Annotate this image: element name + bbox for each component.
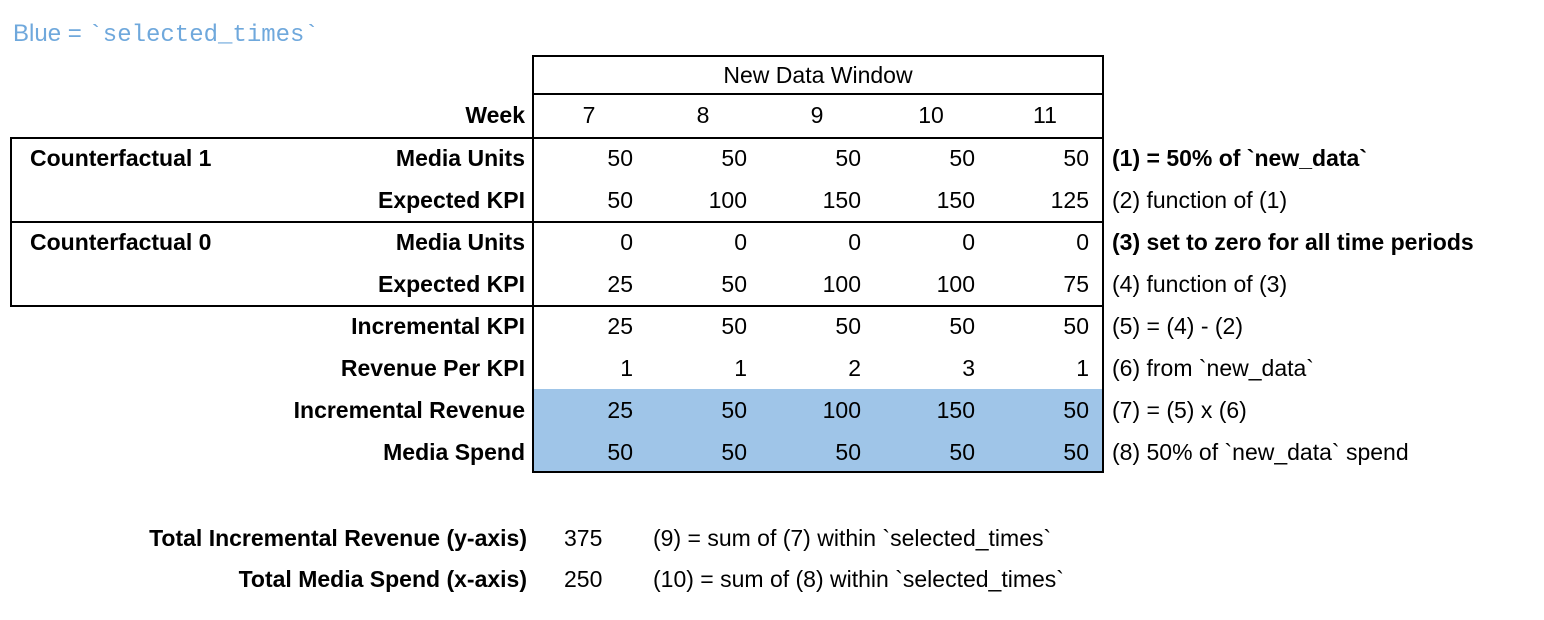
table-cell: 50	[949, 145, 975, 171]
table-cell: 0	[734, 229, 747, 255]
table-cell: 150	[936, 397, 975, 423]
row-label: Media Units	[395, 145, 525, 171]
table-row: 25 50 100 100 75	[532, 263, 1102, 305]
table-cell: 75	[1063, 271, 1089, 297]
total-media-spend-value: 250	[564, 566, 603, 592]
row-annotation: (1) = 50% of `new_data`	[1112, 145, 1367, 171]
line-counterfactual-divider	[10, 221, 1104, 223]
table-cell: 50	[607, 145, 633, 171]
table-cell: 100	[708, 187, 747, 213]
table-cell: 0	[848, 229, 861, 255]
row-label: Media Units	[395, 229, 525, 255]
line-below-week-row	[10, 137, 1104, 139]
table-cell: 50	[721, 313, 747, 339]
table-cell: 50	[721, 397, 747, 423]
table-cell: 50	[835, 145, 861, 171]
table-cell: 100	[822, 397, 861, 423]
data-area-right-border	[1102, 55, 1104, 473]
week-number: 7	[582, 102, 596, 128]
table-row: 25 50 50 50 50	[532, 305, 1102, 347]
table-cell: 50	[835, 313, 861, 339]
label-box-left-border	[10, 137, 12, 307]
week-number: 10	[918, 102, 944, 128]
total-incremental-revenue-value: 375	[564, 525, 603, 551]
row-annotation: (6) from `new_data`	[1112, 355, 1314, 381]
selected-times-highlight	[534, 389, 1102, 471]
row-label: Expected KPI	[378, 271, 525, 297]
table-cell: 25	[607, 397, 633, 423]
table-cell: 50	[1063, 439, 1089, 465]
table-cell: 100	[822, 271, 861, 297]
week-number: 11	[1033, 102, 1057, 128]
week-row-label: Week	[465, 102, 525, 128]
row-label: Expected KPI	[378, 187, 525, 213]
table-border-bottom	[532, 471, 1104, 473]
table-cell: 100	[936, 271, 975, 297]
line-below-window-header	[532, 93, 1104, 95]
data-area-left-border	[532, 55, 534, 473]
total-incremental-revenue-annotation: (9) = sum of (7) within `selected_times`	[653, 525, 1052, 551]
total-media-spend-label: Total Media Spend (x-axis)	[238, 566, 527, 592]
table-cell: 2	[848, 355, 861, 381]
table-cell: 25	[607, 313, 633, 339]
table-cell: 50	[1063, 397, 1089, 423]
table-cell: 125	[1050, 187, 1089, 213]
table-border-top	[532, 55, 1104, 57]
table-cell: 50	[1063, 145, 1089, 171]
legend-note-code: `selected_times`	[88, 22, 319, 49]
row-annotation: (5) = (4) - (2)	[1112, 313, 1243, 339]
line-below-counterfactual-0	[10, 305, 1104, 307]
week-number-row: 7 8 9 10 11	[532, 93, 1102, 137]
row-annotation: (8) 50% of `new_data` spend	[1112, 439, 1409, 465]
table-cell: 0	[620, 229, 633, 255]
total-incremental-revenue-label: Total Incremental Revenue (y-axis)	[149, 525, 527, 551]
legend-note-label: Blue =	[13, 20, 82, 47]
table-cell: 3	[962, 355, 975, 381]
row-label: Revenue Per KPI	[340, 355, 525, 381]
row-annotation: (3) set to zero for all time periods	[1112, 229, 1474, 255]
table-cell: 50	[1063, 313, 1089, 339]
table-cell: 50	[835, 439, 861, 465]
table-cell: 150	[822, 187, 861, 213]
table-cell: 50	[721, 271, 747, 297]
table-row: 1 1 2 3 1	[532, 347, 1102, 389]
table-row-highlighted: 25 50 100 150 50	[532, 389, 1102, 431]
week-number: 9	[810, 102, 824, 128]
table-cell: 1	[1076, 355, 1089, 381]
table-cell: 25	[607, 271, 633, 297]
table-row: 50 50 50 50 50	[532, 137, 1102, 179]
group-label-counterfactual-1: Counterfactual 1	[30, 145, 212, 171]
table-cell: 50	[721, 439, 747, 465]
table-cell: 0	[1076, 229, 1089, 255]
table-cell: 50	[607, 187, 633, 213]
table-cell: 50	[949, 439, 975, 465]
new-data-window-header: New Data Window	[723, 62, 913, 88]
legend-note: Blue = `selected_times`	[13, 17, 319, 51]
week-number: 8	[696, 102, 710, 128]
group-label-counterfactual-0: Counterfactual 0	[30, 229, 212, 255]
table-row-highlighted: 50 50 50 50 50	[532, 431, 1102, 473]
table-cell: 0	[962, 229, 975, 255]
row-annotation: (2) function of (1)	[1112, 187, 1288, 213]
row-label: Media Spend	[383, 439, 525, 465]
row-label: Incremental KPI	[351, 313, 525, 339]
row-annotation: (7) = (5) x (6)	[1112, 397, 1247, 423]
row-label: Incremental Revenue	[293, 397, 525, 423]
table-row: 0 0 0 0 0	[532, 221, 1102, 263]
table-cell: 1	[734, 355, 747, 381]
table-cell: 50	[607, 439, 633, 465]
total-media-spend-annotation: (10) = sum of (8) within `selected_times…	[653, 566, 1064, 592]
table-cell: 1	[620, 355, 633, 381]
table-cell: 50	[949, 313, 975, 339]
table-row: 50 100 150 150 125	[532, 179, 1102, 221]
table-cell: 50	[721, 145, 747, 171]
row-annotation: (4) function of (3)	[1112, 271, 1288, 297]
table-cell: 150	[936, 187, 975, 213]
